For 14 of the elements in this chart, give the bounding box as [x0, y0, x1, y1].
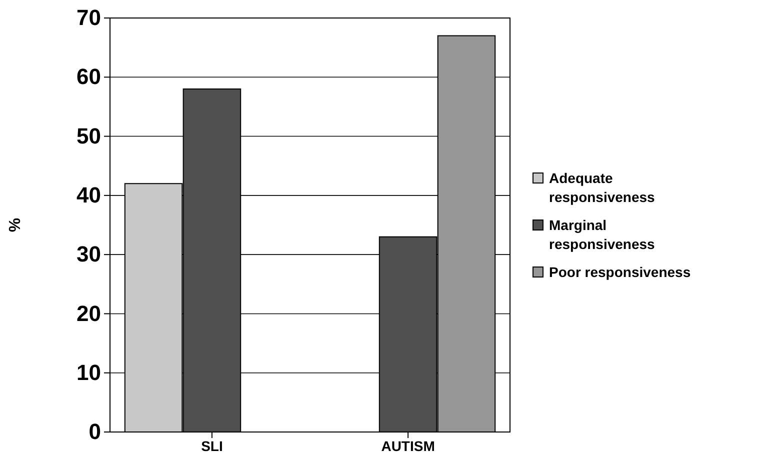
legend-label: Adequate responsiveness	[549, 170, 656, 205]
y-tick-label: 20	[76, 300, 101, 326]
y-tick-label: 10	[76, 360, 101, 385]
y-tick-label: 0	[88, 419, 101, 444]
y-tick-label: 50	[76, 123, 101, 148]
y-tick-label: 40	[76, 182, 101, 208]
x-tick-label: SLI	[201, 438, 223, 454]
y-axis-title: %	[7, 218, 24, 232]
legend-label: Marginal responsiveness	[549, 217, 656, 252]
y-tick-label: 30	[76, 242, 101, 267]
legend-label: Poor responsiveness	[549, 264, 691, 280]
y-tick-label: 60	[76, 64, 101, 90]
x-tick-label: AUTISM	[381, 438, 435, 454]
y-tick-label: 70	[76, 5, 101, 30]
